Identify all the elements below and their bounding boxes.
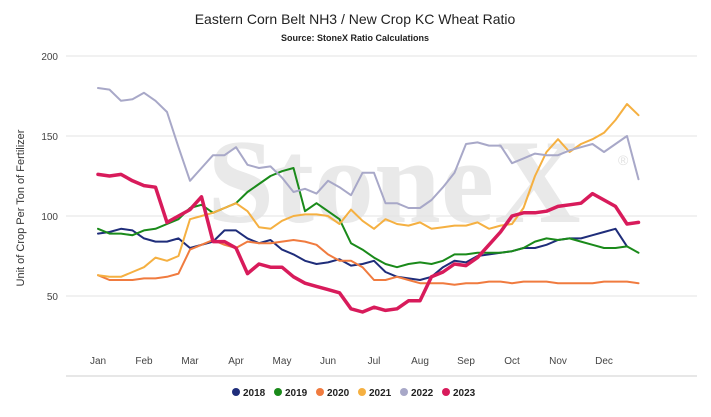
legend-item-2023[interactable]: 2023	[442, 388, 476, 399]
legend: 2018 2019 2020 2021 2022 2023	[232, 388, 476, 399]
legend-marker-2019	[274, 388, 282, 396]
watermark: StoneX	[207, 115, 580, 248]
series-line-2021	[97, 103, 640, 278]
legend-label-2021: 2021	[369, 388, 392, 399]
legend-label-2020: 2020	[327, 388, 350, 399]
y-tick-label: 100	[41, 212, 58, 223]
legend-item-2021[interactable]: 2021	[358, 388, 392, 399]
legend-marker-2022	[400, 388, 408, 396]
legend-item-2022[interactable]: 2022	[400, 388, 434, 399]
x-tick-label: Jul	[368, 356, 381, 367]
legend-label-2019: 2019	[285, 388, 308, 399]
y-tick-label: 200	[41, 52, 58, 63]
x-tick-label: Dec	[595, 356, 613, 367]
legend-item-2018[interactable]: 2018	[232, 388, 266, 399]
series-line-2023	[96, 172, 641, 314]
legend-label-2022: 2022	[411, 388, 434, 399]
x-tick-label: Aug	[411, 356, 429, 367]
x-tick-label: Sep	[457, 356, 475, 367]
x-tick-label: Jan	[90, 356, 106, 367]
x-tick-label: Oct	[504, 356, 520, 367]
series-line-2020	[97, 239, 640, 286]
x-tick-label: Jun	[320, 356, 336, 367]
series-line-2022	[97, 87, 640, 209]
x-tick-label: May	[273, 356, 292, 367]
y-tick-label: 150	[41, 132, 58, 143]
legend-marker-2020	[316, 388, 324, 396]
x-tick-label: Nov	[549, 356, 567, 367]
chart-title: Eastern Corn Belt NH3 / New Crop KC Whea…	[195, 11, 516, 27]
grid-lines	[66, 55, 697, 377]
series-lines	[96, 87, 641, 314]
y-axis-ticks: 50 100 150 200	[41, 52, 58, 303]
legend-marker-2018	[232, 388, 240, 396]
legend-label-2018: 2018	[243, 388, 266, 399]
legend-item-2019[interactable]: 2019	[274, 388, 308, 399]
x-axis-ticks: Jan Feb Mar Apr May Jun Jul Aug Sep Oct Nov Dec	[90, 356, 613, 367]
y-axis-label: Unit of Crop Per Ton of Fertilizer	[15, 129, 27, 286]
x-tick-label: Apr	[228, 356, 244, 367]
legend-marker-2023	[442, 388, 450, 396]
series-line-2018	[97, 227, 628, 281]
y-tick-label: 50	[47, 292, 59, 303]
x-tick-label: Feb	[135, 356, 153, 367]
x-tick-label: Mar	[181, 356, 199, 367]
chart-subtitle: Source: StoneX Ratio Calculations	[281, 33, 429, 43]
legend-label-2023: 2023	[453, 388, 476, 399]
legend-item-2020[interactable]: 2020	[316, 388, 350, 399]
legend-marker-2021	[358, 388, 366, 396]
watermark-registered-mark: ®	[618, 152, 629, 168]
